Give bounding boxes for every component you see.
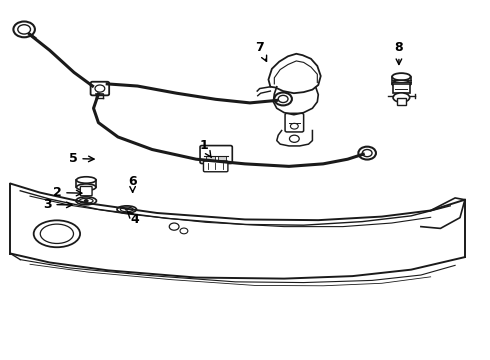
Bar — [206, 156, 215, 161]
FancyBboxPatch shape — [285, 113, 304, 132]
FancyBboxPatch shape — [200, 145, 232, 163]
FancyBboxPatch shape — [203, 161, 228, 172]
Ellipse shape — [392, 73, 411, 80]
FancyBboxPatch shape — [392, 84, 410, 93]
Ellipse shape — [393, 93, 410, 102]
Text: 5: 5 — [69, 152, 94, 165]
Circle shape — [274, 93, 292, 105]
Text: 4: 4 — [127, 212, 140, 226]
Text: 8: 8 — [394, 41, 403, 64]
Text: 7: 7 — [255, 41, 267, 61]
Ellipse shape — [76, 177, 96, 183]
Ellipse shape — [76, 197, 97, 205]
Circle shape — [84, 199, 89, 203]
Ellipse shape — [392, 80, 411, 87]
Text: 2: 2 — [52, 186, 82, 199]
Circle shape — [358, 147, 376, 159]
Bar — [397, 98, 406, 105]
Bar — [218, 156, 226, 161]
Circle shape — [125, 208, 129, 211]
Text: 6: 6 — [128, 175, 137, 192]
Text: 1: 1 — [199, 139, 211, 158]
FancyBboxPatch shape — [80, 186, 92, 196]
Ellipse shape — [76, 184, 96, 190]
Ellipse shape — [117, 206, 137, 213]
Text: 3: 3 — [43, 198, 72, 211]
FancyBboxPatch shape — [91, 82, 109, 95]
Circle shape — [13, 22, 35, 37]
Polygon shape — [269, 54, 321, 93]
